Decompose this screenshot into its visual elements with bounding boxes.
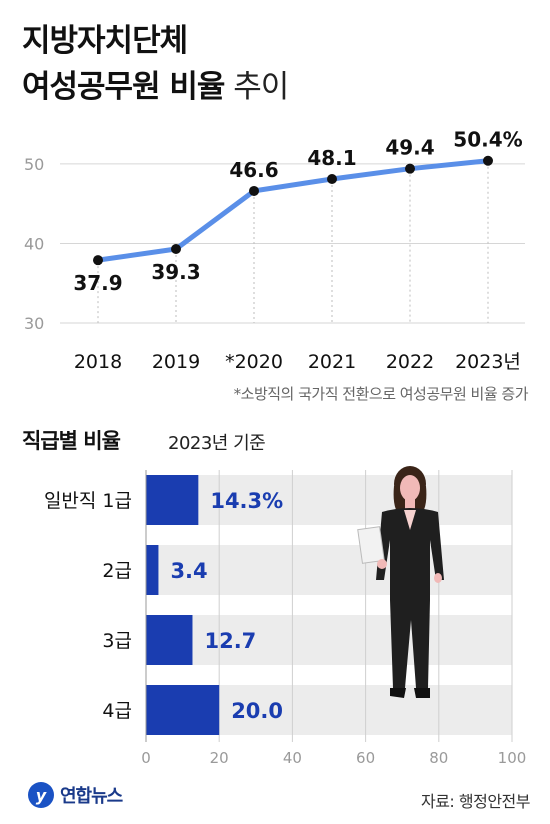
bar-track (146, 475, 512, 525)
bar-category-label: 2급 (102, 560, 132, 582)
title-line-1: 지방자치단체 (22, 23, 188, 59)
x-tick-label: *2020 (225, 351, 283, 373)
bar-value-label: 14.3% (210, 489, 283, 513)
bar-value-label: 3.4 (170, 559, 207, 583)
bar-category-label: 3급 (102, 630, 132, 652)
bar-section-title: 직급별 비율 (22, 429, 121, 453)
chart-title: 지방자치단체 여성공무원 비율 추이 (22, 18, 289, 110)
data-point (405, 163, 415, 174)
bar (146, 475, 199, 525)
businesswoman-illustration (357, 466, 444, 698)
logo-mark-icon: y (28, 782, 54, 808)
x-tick-label: 2021 (308, 351, 356, 373)
data-label: 39.3 (151, 260, 200, 284)
x-tick-label: 60 (356, 749, 375, 767)
bar-track (146, 615, 512, 665)
data-point (483, 155, 493, 166)
title-line-2-light: 추이 (224, 69, 289, 105)
y-tick-label: 40 (24, 234, 44, 253)
bar-track (146, 545, 512, 595)
bar-category-label: 일반직 1급 (44, 490, 132, 512)
data-label: 46.6 (229, 158, 278, 182)
data-label: 49.4 (385, 136, 434, 160)
y-tick-label: 50 (24, 155, 44, 174)
x-tick-label: 20 (210, 749, 229, 767)
x-tick-label: 2019 (152, 351, 200, 373)
title-line-2: 여성공무원 비율 추이 (22, 64, 289, 110)
title-line-2-bold: 여성공무원 비율 (22, 69, 225, 105)
publisher-logo: y 연합뉴스 (28, 782, 123, 808)
series-line (95, 158, 491, 263)
bar (146, 545, 159, 595)
data-label: 37.9 (73, 271, 122, 295)
data-point (171, 244, 181, 255)
source-credit: 자료: 행정안전부 (420, 792, 531, 811)
x-tick-label: 40 (283, 749, 302, 767)
x-tick-label: 2018 (74, 351, 122, 373)
logo-text: 연합뉴스 (60, 786, 123, 807)
x-tick-label: 0 (141, 749, 151, 767)
x-tick-label: 100 (498, 749, 527, 767)
data-point (93, 255, 103, 266)
data-point (327, 174, 337, 185)
data-label: 50.4% (453, 128, 522, 152)
y-tick-label: 30 (24, 314, 44, 333)
bar (146, 615, 193, 665)
bar-value-label: 12.7 (204, 629, 256, 653)
line-chart: 30 40 50 37.9 39.3 46.6 48.1 49.4 50.4% 2018 2019 *… (24, 128, 525, 373)
x-tick-label: 2023년 (455, 351, 521, 373)
x-tick-label: 2022 (386, 351, 434, 373)
bar-section-basis: 2023년 기준 (168, 433, 266, 454)
bar-value-label: 20.0 (231, 699, 283, 723)
bar-chart: 0 20 40 60 80 100 14.3% 일반직 1급 3.4 2급 12.7 3급 20.0 4급 (44, 466, 527, 767)
x-tick-label: 80 (429, 749, 448, 767)
data-label: 48.1 (307, 146, 356, 170)
footnote: *소방직의 국가직 전환으로 여성공무원 비율 증가 (233, 385, 529, 403)
data-point (249, 185, 259, 196)
bar (146, 685, 220, 735)
bar-category-label: 4급 (102, 700, 132, 722)
